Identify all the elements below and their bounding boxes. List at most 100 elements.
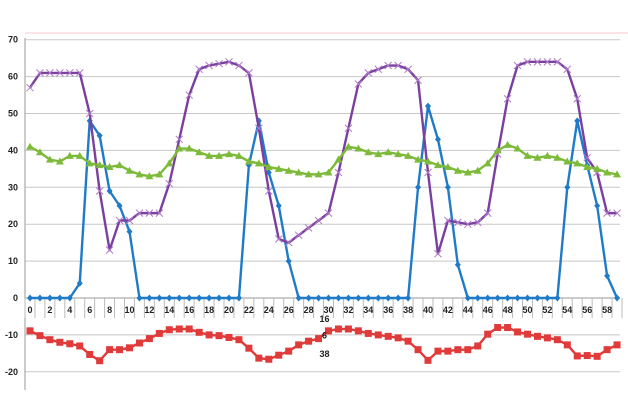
data-point-green bbox=[95, 161, 104, 169]
data-point-blue bbox=[405, 294, 412, 302]
y-tick-label: 0 bbox=[13, 293, 18, 303]
data-point-blue bbox=[554, 294, 561, 302]
data-point-red bbox=[255, 354, 263, 362]
series-line-purple bbox=[29, 60, 618, 255]
series-line-blue bbox=[30, 104, 619, 300]
data-point-green bbox=[254, 159, 263, 167]
data-point-purple bbox=[473, 218, 482, 227]
data-point-red bbox=[543, 334, 551, 342]
data-point-purple bbox=[125, 216, 134, 225]
annotation-label: 6 bbox=[322, 331, 327, 341]
x-tick-label: 6 bbox=[87, 305, 92, 315]
data-point-green bbox=[433, 161, 442, 169]
data-point-green bbox=[125, 166, 134, 174]
data-point-red bbox=[354, 327, 362, 335]
data-point-red bbox=[175, 325, 183, 333]
data-point-blue bbox=[614, 294, 621, 302]
data-point-green bbox=[344, 142, 353, 150]
data-point-red bbox=[155, 329, 163, 337]
data-point-blue bbox=[395, 294, 402, 302]
data-point-blue bbox=[166, 294, 173, 302]
data-point-red bbox=[205, 331, 213, 339]
series-green bbox=[26, 140, 622, 180]
data-point-red bbox=[165, 326, 173, 334]
data-point-red bbox=[265, 355, 273, 363]
data-point-red bbox=[195, 328, 203, 336]
data-point-purple bbox=[503, 94, 512, 103]
x-tick-label: 40 bbox=[423, 305, 433, 315]
data-point-green bbox=[264, 163, 273, 171]
data-point-red bbox=[424, 356, 432, 364]
data-point-purple bbox=[364, 69, 373, 77]
data-point-purple bbox=[414, 76, 422, 85]
data-point-red bbox=[394, 334, 402, 342]
x-tick-label: 16 bbox=[184, 305, 194, 315]
data-point-red bbox=[116, 346, 124, 354]
data-point-purple bbox=[434, 249, 442, 258]
y-tick-label: 70 bbox=[8, 35, 18, 45]
data-point-green bbox=[463, 168, 472, 176]
data-point-blue bbox=[196, 294, 203, 302]
data-point-blue bbox=[464, 294, 471, 302]
data-point-purple bbox=[463, 220, 472, 229]
data-point-green bbox=[195, 148, 204, 156]
data-point-purple bbox=[324, 209, 333, 217]
data-point-purple bbox=[453, 218, 462, 227]
data-point-green bbox=[414, 155, 423, 163]
data-point-blue bbox=[46, 294, 53, 302]
data-point-purple bbox=[165, 179, 174, 188]
data-point-blue bbox=[385, 294, 392, 302]
data-point-purple bbox=[245, 69, 253, 77]
data-point-purple bbox=[583, 153, 592, 162]
data-point-red bbox=[325, 327, 332, 335]
data-point-red bbox=[563, 341, 571, 349]
x-tick-label: 32 bbox=[343, 305, 353, 315]
data-point-green bbox=[583, 163, 592, 171]
data-point-blue bbox=[444, 183, 451, 191]
data-point-blue bbox=[226, 294, 232, 302]
series-line-green bbox=[29, 143, 618, 178]
series-red bbox=[26, 324, 621, 365]
data-point-purple bbox=[533, 57, 542, 66]
data-point-green bbox=[563, 157, 572, 165]
data-point-blue bbox=[56, 294, 63, 302]
data-point-green bbox=[603, 168, 612, 176]
data-point-blue bbox=[235, 294, 242, 302]
data-point-blue bbox=[146, 294, 153, 302]
data-point-green bbox=[453, 166, 462, 174]
data-point-red bbox=[404, 337, 412, 345]
x-tick-label: 46 bbox=[483, 305, 493, 315]
data-point-purple bbox=[274, 235, 283, 243]
data-point-red bbox=[444, 347, 452, 355]
data-point-purple bbox=[46, 69, 54, 77]
data-point-green bbox=[135, 170, 144, 178]
data-point-red bbox=[245, 344, 253, 352]
x-tick-label: 22 bbox=[244, 305, 254, 315]
data-point-red bbox=[454, 346, 462, 354]
data-point-green bbox=[284, 166, 293, 174]
data-point-purple bbox=[334, 168, 343, 177]
data-point-green bbox=[185, 144, 194, 152]
data-point-red bbox=[514, 328, 522, 336]
data-point-green bbox=[45, 155, 54, 163]
data-point-purple bbox=[563, 65, 572, 74]
x-tick-label: 38 bbox=[403, 305, 413, 315]
data-point-green bbox=[274, 164, 283, 172]
data-point-purple bbox=[424, 168, 432, 177]
data-point-blue bbox=[126, 228, 133, 236]
data-point-green bbox=[354, 144, 363, 152]
data-point-red bbox=[76, 342, 84, 350]
data-point-purple bbox=[513, 61, 522, 70]
data-point-green bbox=[55, 157, 64, 165]
data-point-red bbox=[593, 352, 601, 360]
data-point-green bbox=[473, 166, 482, 174]
data-point-purple bbox=[65, 69, 74, 77]
y-tick-label: 60 bbox=[8, 72, 18, 82]
data-point-blue bbox=[514, 294, 521, 302]
data-point-red bbox=[384, 332, 392, 340]
data-point-purple bbox=[304, 224, 313, 232]
data-point-green bbox=[145, 172, 154, 180]
data-point-red bbox=[474, 342, 482, 350]
data-point-blue bbox=[206, 294, 213, 302]
